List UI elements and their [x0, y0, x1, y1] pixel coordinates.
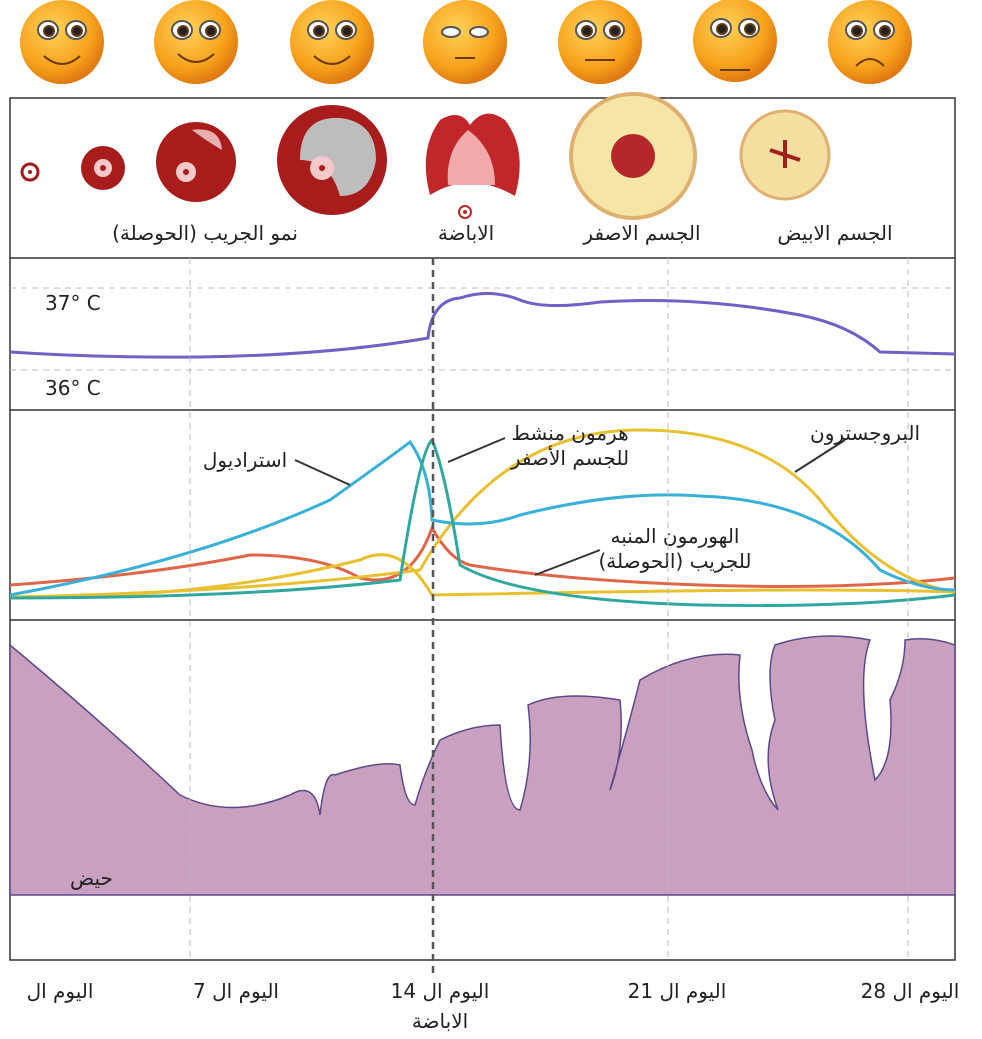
mood-faces — [20, 0, 912, 84]
day-label: الاباضة — [412, 1009, 468, 1033]
cycle-diagram: نمو الجريب (الحوصلة) الاباضة الجسم الاصف… — [0, 0, 982, 1035]
hormone-labels: استراديول هرمون منشط للجسم الأصفر البروج… — [203, 421, 920, 573]
hormone-label: الهورمون المنبه — [611, 524, 740, 548]
day-label: اليوم ال 7 — [193, 979, 279, 1003]
hormone-label: استراديول — [203, 448, 287, 472]
hormone-label: هرمون منشط — [511, 421, 628, 445]
temp-label: 36° C — [45, 376, 101, 400]
hormone-panel — [10, 430, 955, 606]
endometrium: حيض — [10, 636, 955, 895]
day-label: اليوم ال 28 — [861, 979, 960, 1003]
day-label: اليوم ال — [27, 979, 94, 1003]
temp-label: 37° C — [45, 291, 101, 315]
hormone-label: للجسم الأصفر — [510, 446, 629, 470]
temperature-panel: 37° C 36° C — [10, 288, 955, 400]
day-label: اليوم ال 21 — [628, 979, 727, 1003]
follicles — [22, 94, 829, 218]
day-labels: اليوم ال اليوم ال 7 اليوم ال 14 الاباضة … — [27, 979, 960, 1033]
stage-label: الاباضة — [438, 221, 494, 245]
day-label: اليوم ال 14 — [391, 979, 490, 1003]
hormone-label: للجريب (الحوصلة) — [598, 549, 751, 573]
stage-label: الجسم الاصفر — [582, 221, 700, 245]
stage-label: الجسم الابيض — [777, 221, 892, 245]
stage-labels: نمو الجريب (الحوصلة) الاباضة الجسم الاصف… — [112, 221, 892, 245]
menses-label: حيض — [70, 866, 113, 890]
hormone-label: البروجسترون — [810, 421, 920, 445]
stage-label: نمو الجريب (الحوصلة) — [112, 221, 298, 245]
